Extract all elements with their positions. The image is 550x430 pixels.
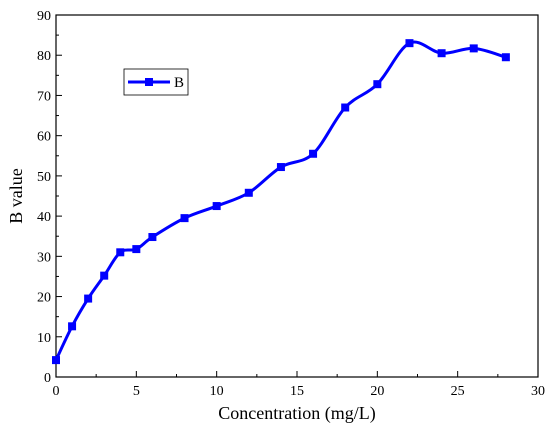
y-tick-label: 80 [37,49,51,64]
x-tick-label: 10 [210,384,224,399]
data-point-marker [212,202,221,211]
data-point-marker [84,294,93,303]
series-line-b [54,40,507,361]
data-point-marker [68,322,77,331]
data-point-marker [309,149,318,158]
x-tick-label: 5 [133,384,140,399]
y-tick-label: 50 [37,170,51,185]
data-point-marker [276,163,285,172]
y-tick-label: 70 [37,89,51,104]
y-tick-label: 60 [37,130,51,145]
data-point-marker [373,80,382,89]
y-tick-label: 0 [44,371,51,386]
y-axis-title: B value [6,168,26,224]
y-tick-label: 10 [37,331,51,346]
x-tick-label: 0 [53,384,60,399]
x-axis-title: Concentration (mg/L) [218,403,375,424]
legend: B [123,68,189,96]
y-tick-label: 20 [37,291,51,306]
data-point-marker [469,44,478,53]
series-markers [52,39,510,365]
data-point-marker [437,49,446,58]
data-point-marker [132,245,141,254]
data-point-marker [341,103,350,112]
data-point-marker [100,271,109,280]
x-tick-label: 20 [370,384,384,399]
legend-label-b: B [174,75,184,91]
y-tick-label: 30 [37,250,51,265]
x-tick-label: 15 [290,384,304,399]
y-tick-label: 40 [37,210,51,225]
data-point-marker [244,188,253,197]
legend-marker [145,78,153,86]
data-point-marker [501,53,510,62]
data-point-marker [116,248,125,257]
data-point-marker [405,39,414,48]
data-point-marker [148,233,157,242]
y-tick-label: 90 [37,9,51,24]
axis-ticks [55,14,539,378]
data-point-marker [52,356,60,365]
tick-labels: 0 5 10 15 20 25 30 0 10 20 30 40 50 60 70 80 90 [37,9,545,399]
x-tick-label: 30 [531,384,545,399]
x-tick-label: 25 [451,384,465,399]
data-point-marker [180,214,189,223]
